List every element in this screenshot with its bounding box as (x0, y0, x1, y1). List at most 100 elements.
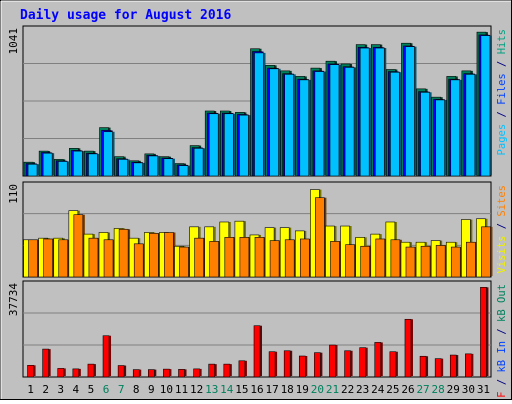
bar-sites-day-18 (284, 239, 295, 278)
bar-pages-day-21 (329, 64, 340, 177)
bar-shade-pages-day-30 (474, 74, 477, 175)
legend-part: Pages (496, 124, 508, 156)
bar-shade-kb-f-day-18 (290, 350, 293, 376)
bar-shade-pages-day-28 (444, 99, 447, 175)
bar-shade-kb-f-day-31 (486, 287, 489, 376)
bar-kb-f-day-27 (419, 355, 427, 378)
bar-kb-f-day-31 (480, 287, 487, 378)
bar-shade-pages-day-8 (142, 162, 145, 175)
bar-shade-kb-f-day-2 (48, 349, 51, 376)
bar-shade-pages-day-29 (459, 79, 462, 175)
bar-shade-kb-f-day-26 (410, 319, 413, 376)
bar-sites-day-12 (194, 237, 204, 278)
bar-shade-kb-f-day-15 (244, 360, 247, 376)
bar-pages-day-3 (57, 161, 68, 177)
bar-sites-day-23 (360, 245, 370, 278)
bar-shade-kb-f-day-8 (139, 369, 142, 376)
bar-sites-day-6 (103, 239, 114, 278)
bar-shade-kb-f-day-22 (350, 350, 353, 376)
bar-shade-kb-f-day-21 (335, 345, 338, 376)
bars (27, 287, 489, 378)
bar-kb-f-day-24 (374, 342, 382, 378)
bar-shade-kb-f-day-1 (33, 365, 36, 376)
bar-kb-f-day-17 (268, 351, 276, 378)
bar-shade-kb-f-day-10 (169, 369, 172, 376)
bars (23, 31, 492, 177)
bar-sites-day-24 (375, 238, 386, 278)
x-tick-label-day-24: 24 (371, 383, 385, 396)
bar-shade-kb-f-day-16 (260, 325, 262, 376)
bar-sites-day-27 (420, 245, 431, 278)
bar-pages-day-28 (435, 99, 445, 177)
bar-kb-f-day-1 (27, 365, 34, 378)
x-tick-label-day-12: 12 (190, 383, 203, 396)
bar-sites-day-10 (164, 232, 174, 278)
bar-kb-f-day-9 (148, 369, 155, 378)
bar-shade-pages-day-27 (429, 92, 432, 175)
bar-pages-day-7 (118, 159, 128, 177)
legend-part: Visits (496, 236, 508, 274)
bar-shade-kb-f-day-6 (109, 335, 112, 376)
bar-sites-day-5 (88, 237, 99, 278)
x-tick-label-day-3: 3 (57, 383, 64, 396)
legend-part: kB Out (496, 284, 508, 322)
bar-kb-f-day-19 (298, 355, 306, 378)
bar-sites-day-26 (405, 246, 416, 278)
panel-kbytes: 37734 kB F / kB In / kB Out (7, 280, 508, 404)
bar-shade-kb-f-day-13 (214, 364, 217, 376)
bar-pages-day-15 (239, 114, 249, 177)
series-legend-label: Pages / Files / Hits (496, 29, 508, 155)
x-tick-label-day-2: 2 (42, 383, 49, 396)
x-tick-label-day-1: 1 (27, 383, 34, 396)
bar-sites-day-17 (269, 240, 280, 278)
bar-kb-f-day-18 (283, 350, 291, 378)
legend-part: Hits (496, 29, 508, 54)
bar-sites-day-25 (390, 239, 401, 278)
legend-part: kB In (496, 341, 508, 373)
bar-shade-kb-f-day-27 (426, 356, 429, 376)
bar-shade-pages-day-18 (293, 74, 296, 175)
bar-pages-day-20 (314, 71, 325, 177)
bar-shade-kb-f-day-29 (456, 355, 459, 376)
x-tick-label-day-25: 25 (386, 383, 399, 396)
bar-pages-day-5 (88, 153, 98, 177)
bar-kb-f-day-11 (178, 369, 185, 378)
x-tick-label-day-29: 29 (447, 383, 460, 396)
bar-shade-pages-day-1 (37, 164, 40, 175)
bar-shade-kb-f-day-19 (305, 356, 308, 376)
x-tick-label-day-4: 4 (73, 383, 80, 396)
bar-pages-day-29 (450, 79, 461, 177)
bar-pages-day-9 (148, 155, 159, 177)
bar-shade-pages-day-26 (414, 46, 417, 175)
bar-pages-day-6 (103, 131, 113, 177)
bar-kb-f-day-22 (344, 350, 351, 378)
x-tick-label-day-8: 8 (133, 383, 140, 396)
bar-sites-day-7 (118, 228, 129, 278)
x-tick-label-day-16: 16 (250, 383, 263, 396)
bar-pages-day-13 (208, 113, 219, 177)
bar-shade-kb-f-day-4 (78, 368, 81, 376)
bar-kb-f-day-8 (132, 369, 140, 378)
bar-sites-day-11 (179, 246, 189, 278)
x-tick-label-day-31: 31 (477, 383, 490, 396)
bar-sites-day-30 (466, 241, 476, 278)
bar-shade-pages-day-14 (233, 113, 236, 175)
bar-kb-f-day-6 (102, 335, 110, 378)
bar-pages-day-12 (193, 148, 204, 177)
x-tick-label-day-30: 30 (462, 383, 475, 396)
x-tick-label-day-15: 15 (235, 383, 248, 396)
bar-sites-day-2 (43, 238, 53, 278)
bar-kb-f-day-12 (193, 368, 200, 378)
bar-sites-day-28 (435, 245, 446, 278)
series-legend-label: Visits / Sites (496, 185, 508, 274)
bar-shade-pages-day-20 (323, 71, 326, 175)
bar-kb-f-day-20 (314, 352, 321, 378)
bar-pages-day-16 (254, 52, 264, 177)
bar-shade-pages-day-15 (248, 115, 251, 175)
bar-sites-day-29 (450, 246, 461, 278)
bar-pages-day-10 (163, 158, 174, 177)
bar-shade-kb-f-day-17 (275, 351, 278, 376)
bar-pages-day-18 (284, 74, 294, 177)
bar-sites-day-1 (28, 239, 38, 278)
bar-sites-day-31 (481, 226, 491, 278)
